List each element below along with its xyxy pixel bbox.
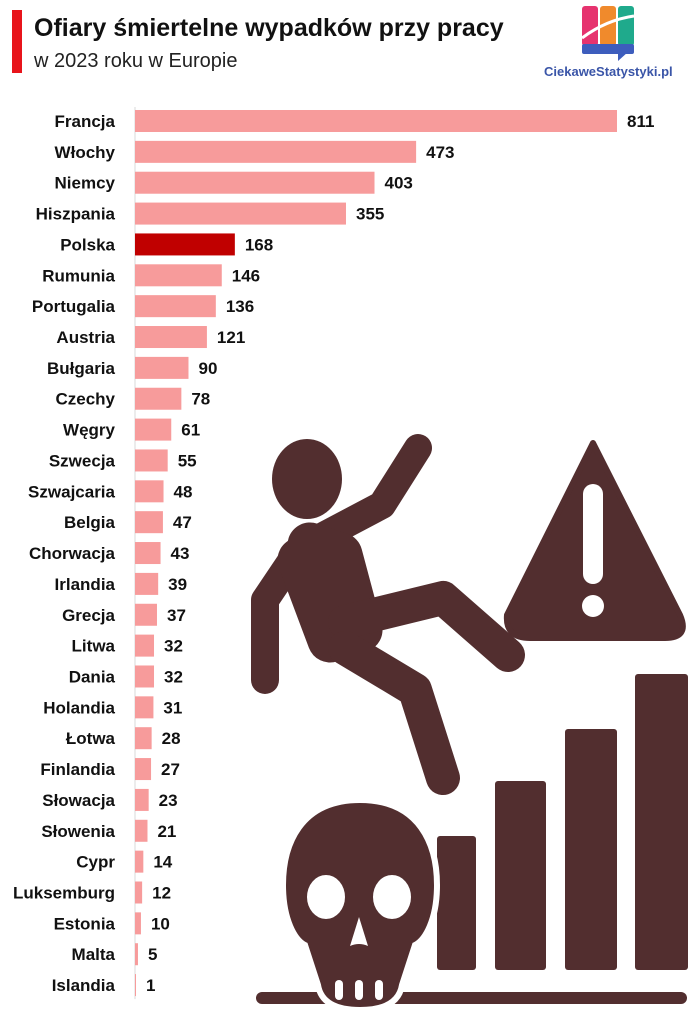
- bar-Holandia: [135, 696, 154, 719]
- value-label: 43: [171, 544, 190, 563]
- category-label: Austria: [56, 328, 115, 347]
- value-label: 32: [164, 667, 183, 686]
- bar-Niemcy: [135, 171, 375, 194]
- category-label: Grecja: [62, 606, 115, 625]
- value-label: 27: [161, 760, 180, 779]
- category-label: Litwa: [72, 637, 116, 656]
- category-label: Bułgaria: [47, 359, 116, 378]
- title-accent-bar: [12, 10, 22, 73]
- value-label: 31: [163, 698, 182, 717]
- value-label: 21: [157, 822, 176, 841]
- category-label: Rumunia: [42, 266, 115, 285]
- category-label: Irlandia: [55, 575, 116, 594]
- bar-Słowacja: [135, 788, 149, 811]
- category-label: Słowenia: [41, 822, 115, 841]
- value-label: 90: [198, 359, 217, 378]
- bar-Rumunia: [135, 264, 222, 287]
- category-label: Francja: [55, 112, 116, 131]
- category-label: Dania: [69, 667, 116, 686]
- category-label: Węgry: [63, 421, 116, 440]
- category-label: Estonia: [54, 914, 116, 933]
- bar-Austria: [135, 326, 207, 349]
- value-label: 5: [148, 945, 157, 964]
- bar-Finlandia: [135, 758, 152, 781]
- value-label: 55: [178, 451, 197, 470]
- category-label: Luksemburg: [13, 884, 115, 903]
- category-label: Czechy: [55, 390, 115, 409]
- value-label: 403: [385, 174, 413, 193]
- bar-Portugalia: [135, 295, 216, 318]
- value-label: 32: [164, 637, 183, 656]
- category-label: Malta: [72, 945, 116, 964]
- bar-Luksemburg: [135, 881, 143, 904]
- logo-text: CiekaweStatystyki.pl: [544, 64, 673, 79]
- category-label: Belgia: [64, 513, 116, 532]
- value-label: 28: [162, 729, 181, 748]
- category-label: Polska: [60, 235, 115, 254]
- bar-Polska: [135, 233, 235, 256]
- bar-Szwajcaria: [135, 480, 164, 503]
- value-label: 47: [173, 513, 192, 532]
- bar-Czechy: [135, 387, 182, 410]
- bar-Bułgaria: [135, 356, 189, 379]
- bar-Irlandia: [135, 572, 159, 595]
- bar-Grecja: [135, 603, 157, 626]
- category-label: Słowacja: [42, 791, 115, 810]
- value-label: 23: [159, 791, 178, 810]
- value-label: 37: [167, 606, 186, 625]
- logo-icon: [582, 6, 635, 61]
- bar-Islandia: [135, 974, 136, 997]
- value-label: 48: [174, 482, 193, 501]
- category-label: Islandia: [52, 976, 116, 995]
- value-label: 39: [168, 575, 187, 594]
- category-label: Finlandia: [40, 760, 115, 779]
- bar-Dania: [135, 665, 155, 688]
- value-label: 78: [191, 390, 210, 409]
- value-label: 355: [356, 205, 384, 224]
- category-label: Włochy: [55, 143, 116, 162]
- value-label: 136: [226, 297, 254, 316]
- category-label: Holandia: [43, 698, 115, 717]
- category-label: Niemcy: [55, 174, 116, 193]
- skull-icon: [279, 796, 441, 1014]
- bar-Włochy: [135, 140, 417, 163]
- bar-Słowenia: [135, 819, 148, 842]
- value-label: 10: [151, 914, 170, 933]
- bar-Łotwa: [135, 727, 152, 750]
- category-label: Hiszpania: [36, 205, 116, 224]
- bar-Belgia: [135, 511, 163, 534]
- value-label: 168: [245, 235, 273, 254]
- value-label: 811: [627, 112, 654, 131]
- warning-triangle-icon: [503, 440, 686, 641]
- chart-title: Ofiary śmiertelne wypadków przy pracy: [34, 14, 504, 42]
- value-label: 12: [152, 884, 171, 903]
- chart-subtitle: w 2023 roku w Europie: [34, 50, 238, 72]
- category-label: Szwajcaria: [28, 482, 115, 501]
- bar-Szwecja: [135, 449, 168, 472]
- bar-Litwa: [135, 634, 155, 657]
- bar-Francja: [135, 110, 617, 132]
- category-label: Łotwa: [66, 729, 116, 748]
- value-label: 1: [146, 976, 155, 995]
- bar-Malta: [135, 943, 138, 966]
- category-label: Portugalia: [32, 297, 116, 316]
- value-label: 121: [217, 328, 245, 347]
- value-label: 146: [232, 266, 260, 285]
- rising-bars-icon: [437, 674, 688, 970]
- bar-Hiszpania: [135, 202, 346, 225]
- value-label: 14: [153, 853, 172, 872]
- value-label: 61: [181, 421, 200, 440]
- category-label: Chorwacja: [29, 544, 116, 563]
- value-label: 473: [426, 143, 454, 162]
- bar-Estonia: [135, 912, 141, 935]
- bar-Cypr: [135, 850, 144, 873]
- category-label: Szwecja: [49, 451, 116, 470]
- bar-Chorwacja: [135, 542, 161, 565]
- category-label: Cypr: [76, 853, 115, 872]
- falling-person-icon: [251, 434, 525, 795]
- bar-Węgry: [135, 418, 172, 441]
